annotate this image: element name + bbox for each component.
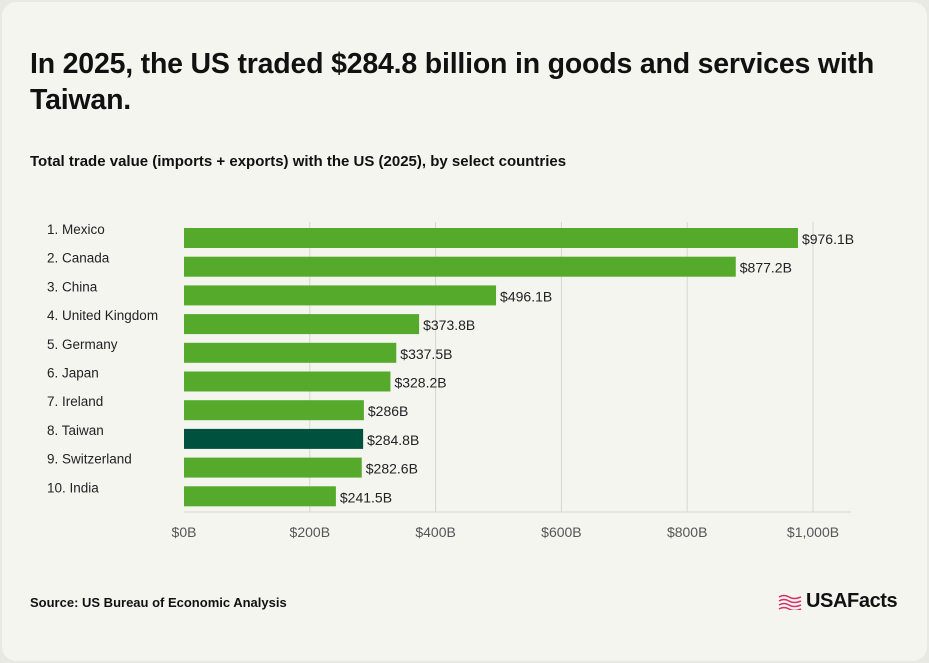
value-label: $337.5B — [400, 346, 452, 362]
usafacts-logo: USAFacts — [778, 590, 898, 613]
x-tick-label: $600B — [541, 524, 581, 540]
chart-title: In 2025, the US traded $284.8 billion in… — [30, 48, 875, 116]
x-tick-label: $0B — [172, 524, 197, 540]
value-label: $877.2B — [740, 260, 792, 276]
value-label: $373.8B — [423, 317, 475, 333]
bar — [184, 285, 497, 306]
value-label: $328.2B — [394, 375, 446, 391]
bar — [184, 486, 336, 507]
axis-layer: $0B $200B $400B $600B $800B $1,000B — [172, 511, 851, 540]
value-label: $286B — [368, 403, 408, 419]
bar-layer — [184, 228, 798, 507]
category-label: 2. Canada — [47, 251, 110, 266]
logo-text: USAFacts — [806, 590, 898, 612]
x-tick-label: $400B — [415, 524, 455, 540]
category-label: 3. China — [47, 279, 98, 294]
bar — [184, 342, 397, 363]
value-label: $496.1B — [500, 288, 552, 304]
bar — [184, 314, 420, 335]
category-label: 10. India — [47, 480, 99, 495]
bar — [184, 428, 364, 449]
x-tick-label: $800B — [667, 524, 707, 540]
category-label: 5. Germany — [47, 337, 118, 352]
x-tick-label: $200B — [290, 524, 330, 540]
chart-subtitle: Total trade value (imports + exports) wi… — [30, 153, 567, 170]
category-label: 9. Switzerland — [47, 452, 132, 467]
source-note: Source: US Bureau of Economic Analysis — [30, 595, 287, 610]
x-tick-label: $1,000B — [787, 524, 839, 540]
flag-icon — [778, 594, 802, 610]
category-label: 6. Japan — [47, 366, 99, 381]
value-label: $284.8B — [367, 432, 419, 448]
bar — [184, 228, 798, 248]
bar — [184, 400, 364, 421]
value-label: $282.6B — [366, 461, 418, 477]
value-label: $976.1B — [802, 231, 854, 247]
value-label: $241.5B — [340, 489, 392, 505]
bar — [184, 371, 391, 392]
label-layer: 1. Mexico $976.1B 2. Canada $877.2B 3. China… — [47, 222, 854, 505]
bar — [184, 457, 362, 478]
category-label: 1. Mexico — [47, 222, 105, 237]
category-label: 7. Ireland — [47, 394, 103, 409]
category-label: 8. Taiwan — [47, 423, 104, 438]
category-label: 4. United Kingdom — [47, 308, 158, 323]
bar — [184, 256, 736, 277]
